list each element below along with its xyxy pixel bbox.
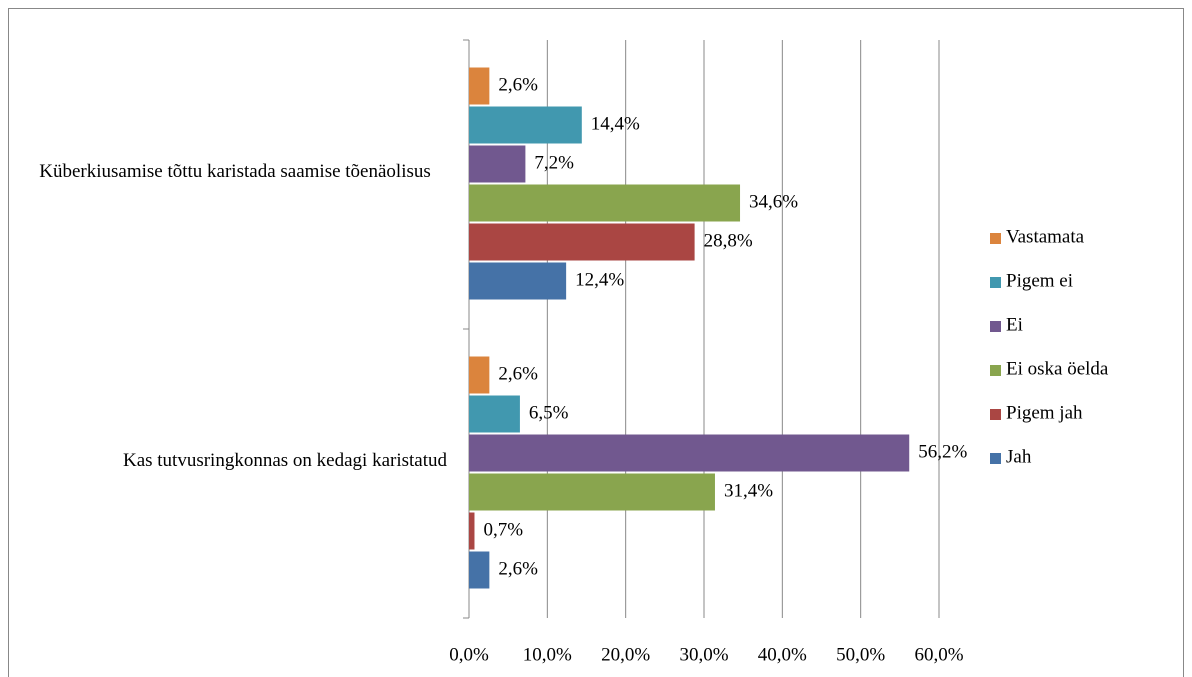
legend-label: Vastamata bbox=[1006, 226, 1085, 247]
x-tick-label: 60,0% bbox=[914, 644, 963, 665]
legend-label: Ei bbox=[1006, 314, 1023, 335]
legend-swatch bbox=[990, 277, 1001, 288]
bar bbox=[469, 356, 490, 394]
legend-swatch bbox=[990, 321, 1001, 332]
bar bbox=[469, 434, 910, 472]
data-label: 2,6% bbox=[498, 74, 538, 95]
bar bbox=[469, 145, 526, 183]
data-label: 7,2% bbox=[534, 152, 574, 173]
data-label: 12,4% bbox=[575, 269, 624, 290]
x-tick-label: 0,0% bbox=[449, 644, 489, 665]
x-tick-label: 20,0% bbox=[601, 644, 650, 665]
legend-swatch bbox=[990, 365, 1001, 376]
category-label: Küberkiusamise tõttu karistada saamise t… bbox=[39, 161, 431, 182]
bar bbox=[469, 106, 582, 144]
bar bbox=[469, 262, 567, 300]
x-tick-label: 30,0% bbox=[679, 644, 728, 665]
bar bbox=[469, 395, 520, 433]
legend-label: Ei oska öelda bbox=[1006, 358, 1109, 379]
x-tick-label: 40,0% bbox=[758, 644, 807, 665]
data-label: 2,6% bbox=[498, 363, 538, 384]
legend-swatch bbox=[990, 453, 1001, 464]
bar bbox=[469, 473, 715, 511]
legend-label: Pigem jah bbox=[1006, 402, 1083, 423]
data-label: 28,8% bbox=[704, 230, 753, 251]
x-tick-label: 10,0% bbox=[523, 644, 572, 665]
x-tick-label: 50,0% bbox=[836, 644, 885, 665]
legend-swatch bbox=[990, 409, 1001, 420]
data-label: 2,6% bbox=[498, 558, 538, 579]
data-label: 34,6% bbox=[749, 191, 798, 212]
data-label: 56,2% bbox=[918, 441, 967, 462]
legend-label: Pigem ei bbox=[1006, 270, 1073, 291]
data-label: 6,5% bbox=[529, 402, 569, 423]
chart-border bbox=[8, 8, 1184, 677]
bar bbox=[469, 184, 741, 222]
category-label: Kas tutvusringkonnas on kedagi karistatu… bbox=[122, 450, 447, 471]
data-label: 0,7% bbox=[483, 519, 523, 540]
legend-label: Jah bbox=[1006, 446, 1032, 467]
bar bbox=[469, 551, 490, 589]
bar bbox=[469, 67, 490, 105]
data-label: 14,4% bbox=[591, 113, 640, 134]
data-label: 31,4% bbox=[724, 480, 773, 501]
bar bbox=[469, 512, 475, 550]
legend-swatch bbox=[990, 233, 1001, 244]
bar bbox=[469, 223, 695, 261]
